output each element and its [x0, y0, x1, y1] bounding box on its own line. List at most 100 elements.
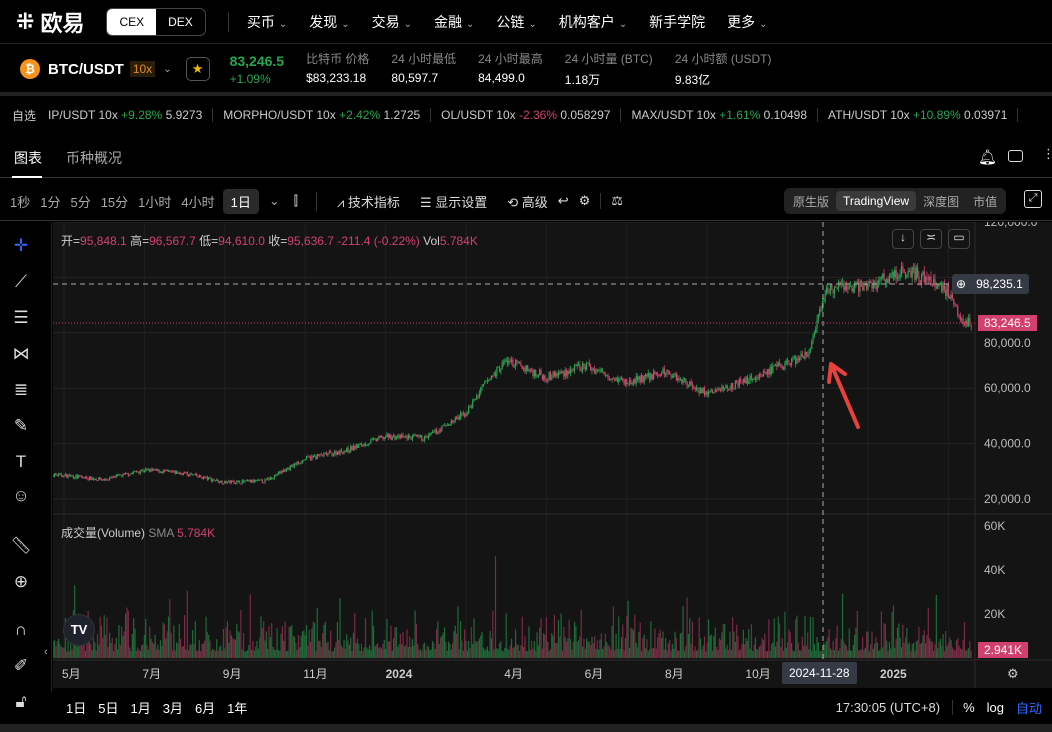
watchlist-item[interactable]: OL/USDT 10x -2.36% 0.058297 — [431, 108, 622, 122]
interval-1[interactable]: 1分 — [40, 194, 61, 210]
interval-6[interactable]: 1日 — [222, 188, 259, 214]
crosshair-icon[interactable]: ✛ — [13, 236, 29, 255]
price-chart[interactable]: 120,000.0 80,000.0 60,000.0 40,000.0 20,000.… — [43, 215, 1052, 688]
volume-bar — [715, 646, 718, 658]
lock-icon[interactable]: 🔓︎ — [15, 692, 27, 711]
replay-icon[interactable]: ↩ — [557, 193, 569, 208]
volume-bar — [472, 643, 474, 658]
text-icon[interactable]: T — [15, 452, 27, 471]
tab-overview[interactable]: 币种概况 — [66, 150, 122, 166]
range-button[interactable]: 6月 — [194, 700, 216, 716]
chart-canvas[interactable]: 120,000.080,000.060,000.040,000.020,000.… — [43, 215, 1052, 688]
nav-item[interactable]: 交易 ⌄ — [371, 13, 412, 30]
candle — [599, 369, 601, 371]
interval-5[interactable]: 4小时 — [181, 194, 215, 210]
nav-item[interactable]: 发现 ⌄ — [309, 13, 350, 30]
arrow-down-icon[interactable]: ↓ — [892, 229, 914, 249]
magnet-icon[interactable]: ∩ — [14, 620, 28, 639]
view-tab[interactable]: 市值 — [973, 194, 998, 209]
interval-2[interactable]: 5分 — [70, 194, 91, 210]
collapse-toolbar-icon[interactable]: ‹ — [44, 646, 48, 658]
gear-icon[interactable]: ⚙ — [578, 193, 591, 208]
range-button[interactable]: 1月 — [130, 700, 151, 716]
watchlist-item[interactable]: IP/USDT 10x +9.28% 5.9273 — [38, 108, 214, 122]
axis-settings-icon[interactable]: ⚙ — [1007, 666, 1019, 681]
nav-item[interactable]: 更多 ⌄ — [727, 13, 768, 30]
candle — [819, 309, 821, 315]
watchlist-item[interactable]: ATH/USDT 10x +10.89% 0.03971 — [818, 108, 1019, 122]
candle — [571, 369, 573, 371]
fit-icon[interactable]: ▭ — [948, 229, 970, 249]
candle — [403, 436, 405, 438]
dex-tab[interactable]: DEX — [168, 14, 193, 29]
interval-4[interactable]: 1小时 — [138, 194, 172, 210]
brush-icon[interactable]: ✎ — [13, 416, 29, 435]
ruler-icon[interactable]: 📏︎ — [10, 536, 32, 555]
advanced-button[interactable]: ⟲ 高级 — [507, 194, 548, 210]
candle — [358, 444, 360, 448]
range-button[interactable]: 1年 — [227, 700, 248, 716]
display-settings-button[interactable]: ☰ 显示设置 — [419, 194, 488, 210]
alert-add-icon[interactable]: 🔔︎ — [978, 149, 998, 166]
parallel-lines-icon[interactable]: ☰ — [13, 308, 29, 327]
last-price-label: 83,246.5 — [978, 315, 1037, 331]
nav-item[interactable]: 机构客户 ⌄ — [558, 13, 628, 30]
chevron-down-icon[interactable]: ⌄ — [163, 63, 172, 75]
more-icon[interactable]: ⋮ — [1042, 146, 1052, 161]
tradingview-logo[interactable]: TV — [63, 614, 95, 646]
candle — [431, 431, 434, 434]
indicators-button[interactable]: ⩘ 技术指标 — [315, 191, 400, 211]
volume-bar — [606, 642, 608, 658]
lock-drawing-icon[interactable]: ✐ — [13, 656, 29, 675]
emoji-icon[interactable]: ☺ — [12, 486, 30, 505]
auto-toggle[interactable]: 自动 — [1015, 700, 1042, 716]
watchlist-item[interactable]: MAX/USDT 10x +1.61% 0.10498 — [621, 108, 819, 122]
range-button[interactable]: 3月 — [162, 700, 183, 716]
cex-dex-toggle[interactable]: CEX DEX — [106, 7, 206, 36]
range-button[interactable]: 1日 — [66, 700, 87, 716]
percent-toggle[interactable]: % — [952, 699, 975, 715]
clock[interactable]: 17:30:05 (UTC+8) — [835, 699, 941, 715]
candle — [703, 388, 706, 395]
scale-icon[interactable]: ⚖ — [600, 193, 623, 209]
watchlist-item[interactable]: MORPHO/USDT 10x +2.42% 1.2725 — [213, 108, 432, 122]
candle — [121, 475, 123, 477]
collapse-icon[interactable]: ≍ — [920, 229, 942, 249]
nav-item[interactable]: 买币 ⌄ — [246, 13, 288, 30]
candle — [297, 461, 300, 464]
fib-icon[interactable]: ≣ — [13, 380, 29, 399]
add-alert-plus-icon[interactable]: ⊕ — [956, 277, 967, 291]
candle-type-icon[interactable]: ⫿ — [293, 193, 298, 208]
interval-3[interactable]: 15分 — [100, 194, 129, 210]
volume-bar — [442, 632, 444, 658]
fullscreen-icon[interactable]: ⤢ — [1024, 190, 1042, 208]
volume-bar — [950, 640, 952, 658]
candle — [406, 436, 408, 440]
trendline-icon[interactable]: ⟋ — [15, 272, 27, 291]
interval-0[interactable]: 1秒 — [10, 194, 31, 210]
watchlist-label[interactable]: 自选 — [12, 108, 37, 123]
interval-chevron-icon[interactable]: ⌄ — [268, 193, 280, 208]
candle — [303, 459, 305, 461]
view-tab[interactable]: 原生版 — [793, 194, 830, 209]
cex-tab[interactable]: CEX — [107, 8, 157, 35]
view-tab[interactable]: TradingView — [836, 191, 917, 211]
tab-chart[interactable]: 图表 — [14, 150, 42, 166]
candle — [679, 379, 681, 381]
log-toggle[interactable]: log — [986, 699, 1004, 715]
favorite-star-icon[interactable]: ★ — [185, 57, 210, 81]
view-tab[interactable]: 深度图 — [923, 194, 960, 209]
volume-bar — [521, 616, 523, 658]
nav-item[interactable]: 新手学院 — [649, 13, 706, 30]
range-button[interactable]: 5日 — [98, 700, 119, 716]
symbol[interactable]: BTC/USDT — [48, 60, 124, 78]
pattern-icon[interactable]: ⋈ — [12, 344, 30, 363]
candle — [859, 280, 861, 292]
okx-logo[interactable]: ⁜ 欧易 — [16, 8, 85, 36]
candle — [821, 301, 824, 310]
nav-item[interactable]: 公链 ⌄ — [496, 13, 537, 30]
nav-item[interactable]: 金融 ⌄ — [434, 13, 475, 30]
zoom-in-icon[interactable]: ⊕ — [13, 572, 29, 591]
volume-bar — [607, 644, 609, 658]
window-icon[interactable] — [1008, 150, 1023, 162]
